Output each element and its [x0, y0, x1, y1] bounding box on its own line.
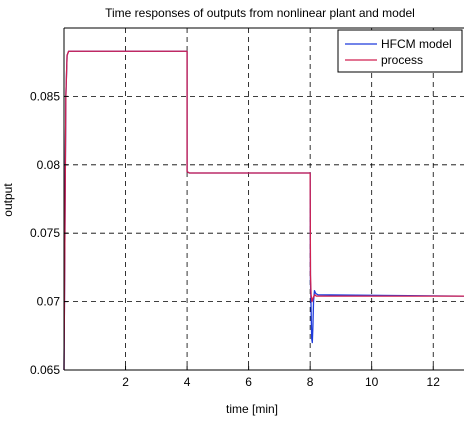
x-tick-label-3: 8 — [307, 375, 314, 389]
x-tick-label-5: 12 — [427, 375, 441, 389]
y-axis-label: output — [1, 183, 15, 217]
x-axis-ticks: 2 4 6 8 10 12 — [122, 366, 440, 389]
y-tick-label-3: 0.08 — [37, 158, 61, 172]
x-tick-label-1: 4 — [184, 375, 191, 389]
y-tick-label-4: 0.085 — [30, 89, 60, 103]
y-tick-label-1: 0.07 — [37, 295, 61, 309]
series-line-process — [63, 50, 464, 371]
x-tick-label-4: 10 — [365, 375, 379, 389]
y-axis-ticks: 0.065 0.07 0.075 0.08 0.085 — [30, 89, 68, 377]
axis-frame — [63, 27, 464, 371]
y-tick-label-0: 0.065 — [30, 363, 60, 377]
series-lines — [63, 50, 464, 371]
x-axis-label: time [min] — [226, 402, 278, 416]
plot-area: 2 4 6 8 10 12 0.065 0.07 0.075 0.08 0.085 — [30, 27, 464, 389]
legend-box — [337, 29, 463, 73]
x-tick-label-0: 2 — [122, 375, 129, 389]
chart-title: Time responses of outputs from nonlinear… — [105, 6, 415, 20]
legend-label-process: process — [381, 53, 423, 67]
x-tick-label-2: 6 — [245, 375, 252, 389]
legend-label-hfcm-model: HFCM model — [381, 37, 452, 51]
legend: HFCM model process — [337, 29, 463, 73]
y-tick-label-2: 0.075 — [30, 226, 60, 240]
